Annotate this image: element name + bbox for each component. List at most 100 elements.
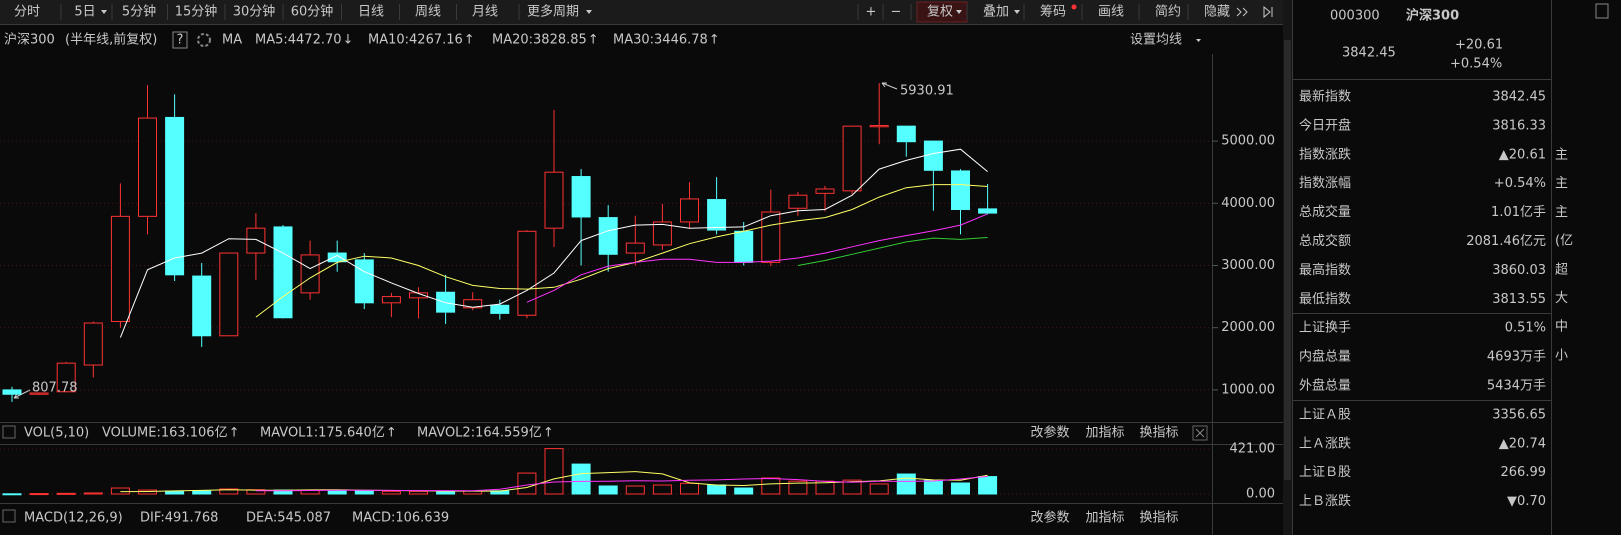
quote-value: 1.01亿手 (1491, 205, 1546, 220)
candle-body (83, 322, 103, 366)
y-tick-label: 5000.00 (1221, 134, 1275, 149)
ma-line (255, 475, 988, 492)
side-tab[interactable]: 超 (1555, 262, 1568, 277)
candle-body (409, 292, 428, 299)
close-box[interactable] (1192, 425, 1208, 441)
tool-button[interactable]: 叠加 (983, 5, 1009, 20)
side-tab[interactable]: 大 (1555, 291, 1568, 306)
candle-body (517, 230, 537, 316)
legend-entry: MAVOL1:175.640亿 (260, 426, 385, 441)
volume-bar (571, 463, 591, 495)
help-mark: ? (177, 33, 184, 48)
volume-bar (409, 490, 428, 495)
chart-title: 沪深300 (4, 32, 55, 48)
panel-button[interactable]: 改参数 (1030, 510, 1069, 526)
candle-body (923, 140, 943, 171)
period-tab[interactable]: 周线 (415, 5, 441, 20)
tool-button[interactable]: 简约 (1155, 4, 1181, 20)
ma-line (797, 237, 988, 266)
volume-bar (734, 487, 754, 495)
settings-button[interactable]: 设置均线 (1130, 33, 1182, 48)
quote-value: 2081.46亿元 (1466, 234, 1546, 249)
period-tab[interactable]: 30分钟 (233, 4, 276, 20)
tool-button[interactable]: 隐藏 (1204, 5, 1230, 20)
dropdown-arrow (1196, 39, 1201, 42)
candle-body (869, 125, 889, 128)
candle-body (978, 208, 998, 214)
volume-bar (652, 484, 672, 495)
tool-button[interactable]: − (891, 5, 902, 20)
quote-value: 0.51% (1505, 321, 1546, 336)
quote-value: 3813.55 (1492, 292, 1546, 307)
collapse-box[interactable] (2, 425, 16, 439)
quote-value: ▲20.74 (1499, 436, 1546, 451)
candle-body (734, 230, 754, 263)
legend-entry: VOLUME:163.106亿 (102, 426, 228, 441)
close-icon[interactable] (1195, 428, 1205, 438)
gear-icon[interactable] (197, 33, 211, 47)
volume-bar (598, 485, 618, 495)
candle-body (29, 392, 49, 395)
scrollbar-thumb[interactable] (1284, 40, 1291, 480)
quote-label: 内盘总量 (1299, 349, 1351, 365)
quote-value: 3816.33 (1492, 118, 1546, 133)
period-tab[interactable]: 5分钟 (122, 4, 156, 20)
period-tab[interactable]: 15分钟 (175, 4, 218, 20)
quote-label: 上证换手 (1299, 321, 1351, 336)
macd-title: MACD(12,26,9) (24, 511, 123, 526)
quote-label: 最新指数 (1299, 89, 1351, 105)
panel-button[interactable]: 换指标 (1139, 426, 1178, 441)
candle-body (544, 171, 564, 229)
side-tab[interactable]: 中 (1555, 320, 1568, 335)
panel-button[interactable]: 改参数 (1030, 425, 1069, 441)
candle-body (300, 254, 320, 294)
period-tab[interactable]: 60分钟 (291, 4, 334, 20)
candle-body (246, 227, 266, 254)
indicator-name: MA (222, 33, 242, 48)
legend-entry: MACD:106.639 (352, 511, 449, 526)
side-tab[interactable]: 主 (1555, 148, 1568, 163)
ma-line (526, 213, 988, 303)
period-tab[interactable]: 更多周期 (527, 4, 579, 20)
period-tab[interactable]: 5日 (74, 5, 95, 20)
tool-button[interactable]: 画线 (1098, 5, 1124, 20)
candle-body (327, 252, 347, 263)
quote-label: 上证Ａ股 (1299, 407, 1351, 422)
quote-label: 指数涨幅 (1299, 176, 1351, 191)
panel-button[interactable]: 换指标 (1139, 511, 1178, 526)
volume-bar (2, 493, 22, 496)
quote-value: 266.99 (1501, 465, 1547, 480)
side-tab[interactable]: 主 (1555, 205, 1568, 220)
candle-body (56, 362, 76, 393)
vol-title: VOL(5,10) (24, 426, 89, 441)
side-tab[interactable]: 主 (1555, 176, 1568, 191)
quote-code: 000300 (1330, 9, 1380, 24)
help-box[interactable] (172, 31, 188, 49)
collapse-box[interactable] (2, 509, 16, 523)
panel-button[interactable]: 加指标 (1085, 426, 1124, 441)
side-tab[interactable]: 小 (1555, 348, 1568, 363)
collapse-icons (1236, 5, 1273, 19)
tool-button[interactable]: 筹码 (1040, 4, 1066, 20)
notify-dot (1071, 4, 1077, 10)
legend-entry: MA5:4472.70 (255, 33, 342, 48)
tool-button[interactable]: + (866, 5, 877, 20)
quote-label: 上Ｂ涨跌 (1299, 493, 1351, 509)
quote-label: 今日开盘 (1299, 117, 1351, 133)
tool-button[interactable]: 复权 (927, 4, 953, 20)
panel-button[interactable]: 加指标 (1085, 511, 1124, 526)
quote-value: 5434万手 (1487, 379, 1546, 394)
side-tab[interactable]: (亿 (1555, 234, 1573, 249)
strip-icon[interactable] (1595, 3, 1609, 19)
period-tab[interactable]: 分时 (14, 5, 40, 20)
annotation-low: 807.78 (32, 381, 78, 396)
volume-bar (951, 482, 970, 495)
ma-line (255, 184, 988, 318)
quote-price: 3842.45 (1342, 46, 1396, 61)
quote-value: 3842.45 (1492, 90, 1546, 105)
volume-bar (761, 477, 781, 495)
quote-label: 最低指数 (1299, 292, 1351, 307)
candle-body (381, 296, 401, 304)
period-tab[interactable]: 日线 (358, 5, 384, 20)
period-tab[interactable]: 月线 (472, 5, 498, 20)
